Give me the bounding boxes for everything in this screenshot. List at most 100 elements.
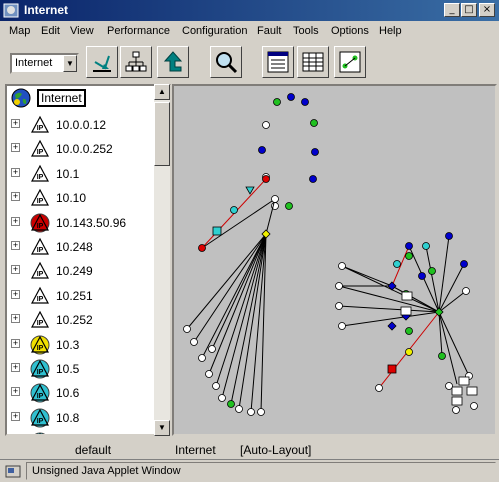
map-node[interactable] xyxy=(218,394,226,402)
menu-performance[interactable]: Performance xyxy=(107,25,170,37)
maximize-button[interactable]: □ xyxy=(461,3,477,17)
tree-item[interactable]: + IP 10.5 xyxy=(11,358,169,380)
map-node[interactable] xyxy=(387,364,397,374)
menu-fault[interactable]: Fault xyxy=(257,25,282,37)
tree-expand-icon[interactable]: + xyxy=(11,386,20,397)
tree-item[interactable]: + IP 10.249 xyxy=(11,260,169,282)
tree-item[interactable]: +IP xyxy=(11,431,169,434)
tree-item[interactable]: + IP 10.251 xyxy=(11,285,169,307)
scroll-thumb[interactable] xyxy=(154,102,170,166)
map-tree[interactable]: Internet + IP 10.0.0.12 + IP 10.0.0.252 + IP 10.… xyxy=(5,84,171,436)
tree-expand-icon[interactable]: + xyxy=(11,191,20,202)
map-node[interactable] xyxy=(208,345,216,353)
map-node[interactable] xyxy=(405,252,413,260)
tree-item[interactable]: + IP 10.0.0.252 xyxy=(11,138,169,160)
tree-item[interactable]: + IP 10.6 xyxy=(11,382,169,404)
map-node[interactable] xyxy=(451,396,463,406)
map-node[interactable] xyxy=(405,348,413,356)
map-node[interactable] xyxy=(205,370,213,378)
tree-expand-icon[interactable]: + xyxy=(11,264,20,275)
close-button[interactable]: × xyxy=(479,3,495,17)
map-node[interactable] xyxy=(190,338,198,346)
map-node[interactable] xyxy=(212,226,222,236)
map-node[interactable] xyxy=(445,232,453,240)
map-node[interactable] xyxy=(458,376,470,386)
map-node[interactable] xyxy=(247,408,255,416)
tree-expand-icon[interactable]: + xyxy=(11,410,20,421)
map-node[interactable] xyxy=(428,267,436,275)
map-node[interactable] xyxy=(393,260,401,268)
map-node[interactable] xyxy=(311,148,319,156)
map-node[interactable] xyxy=(434,307,444,317)
map-node[interactable] xyxy=(400,306,412,316)
map-node[interactable] xyxy=(335,282,343,290)
tree-item[interactable]: + IP 10.0.0.12 xyxy=(11,114,169,136)
network-map-graph[interactable] xyxy=(174,86,495,434)
minimize-button[interactable]: _ xyxy=(444,3,460,17)
map-node[interactable] xyxy=(470,402,478,410)
map-node[interactable] xyxy=(261,229,271,239)
go-up-button[interactable] xyxy=(157,46,189,78)
scroll-up-button[interactable]: ▲ xyxy=(154,84,170,100)
map-node[interactable] xyxy=(235,405,243,413)
map-node[interactable] xyxy=(387,321,397,331)
map-node[interactable] xyxy=(445,382,453,390)
map-node[interactable] xyxy=(285,202,293,210)
tree-item[interactable]: + IP 10.8 xyxy=(11,407,169,429)
tree-expand-icon[interactable]: + xyxy=(11,313,20,324)
layout-button[interactable] xyxy=(334,46,366,78)
map-node[interactable] xyxy=(462,287,470,295)
tree-root-internet[interactable]: Internet xyxy=(11,88,169,110)
map-node[interactable] xyxy=(230,206,238,214)
map-node[interactable] xyxy=(460,260,468,268)
map-node[interactable] xyxy=(335,302,343,310)
menu-view[interactable]: View xyxy=(70,25,94,37)
map-node[interactable] xyxy=(198,354,206,362)
menu-map[interactable]: Map xyxy=(9,25,31,37)
map-node[interactable] xyxy=(301,98,309,106)
edit-map-button[interactable] xyxy=(86,46,118,78)
map-node[interactable] xyxy=(338,262,346,270)
tree-item[interactable]: + IP 10.10 xyxy=(11,187,169,209)
tree-expand-icon[interactable]: + xyxy=(11,288,20,299)
map-node[interactable] xyxy=(405,327,413,335)
map-node[interactable] xyxy=(310,119,318,127)
map-node[interactable] xyxy=(422,242,430,250)
network-map-canvas[interactable] xyxy=(172,84,497,436)
map-node[interactable] xyxy=(309,175,317,183)
tree-item[interactable]: + IP 10.252 xyxy=(11,309,169,331)
map-node[interactable] xyxy=(245,186,255,195)
tree-expand-icon[interactable]: + xyxy=(11,362,20,372)
map-node[interactable] xyxy=(405,242,413,250)
tree-expand-icon[interactable]: + xyxy=(11,240,20,250)
tree-scrollbar[interactable]: ▲ ▼ xyxy=(154,84,170,436)
tree-expand-icon[interactable]: + xyxy=(11,337,20,348)
menu-tools[interactable]: Tools xyxy=(293,25,319,37)
tree-item[interactable]: + IP 10.248 xyxy=(11,236,169,258)
tree-expand-icon[interactable]: + xyxy=(11,118,20,128)
tree-expand-icon[interactable]: + xyxy=(11,166,20,177)
menu-configuration[interactable]: Configuration xyxy=(182,25,248,37)
map-node[interactable] xyxy=(262,121,270,129)
chevron-down-icon[interactable]: ▼ xyxy=(63,55,77,72)
map-node[interactable] xyxy=(287,93,295,101)
tree-item[interactable]: + IP 10.143.50.96 xyxy=(11,212,169,234)
map-node[interactable] xyxy=(466,386,478,396)
map-node[interactable] xyxy=(451,386,463,396)
map-node[interactable] xyxy=(212,382,220,390)
map-node[interactable] xyxy=(258,146,266,154)
map-node[interactable] xyxy=(273,98,281,106)
map-node[interactable] xyxy=(257,408,265,416)
map-node[interactable] xyxy=(227,400,235,408)
map-node[interactable] xyxy=(198,244,206,252)
menu-edit[interactable]: Edit xyxy=(41,25,60,37)
scroll-down-button[interactable]: ▼ xyxy=(154,420,170,436)
tree-expand-icon[interactable]: + xyxy=(11,215,20,226)
map-node[interactable] xyxy=(401,291,413,301)
map-node[interactable] xyxy=(438,352,446,360)
map-node[interactable] xyxy=(262,175,270,183)
map-node[interactable] xyxy=(418,272,426,280)
hierarchy-button[interactable] xyxy=(120,46,152,78)
map-node[interactable] xyxy=(183,325,191,333)
map-node[interactable] xyxy=(375,384,383,392)
